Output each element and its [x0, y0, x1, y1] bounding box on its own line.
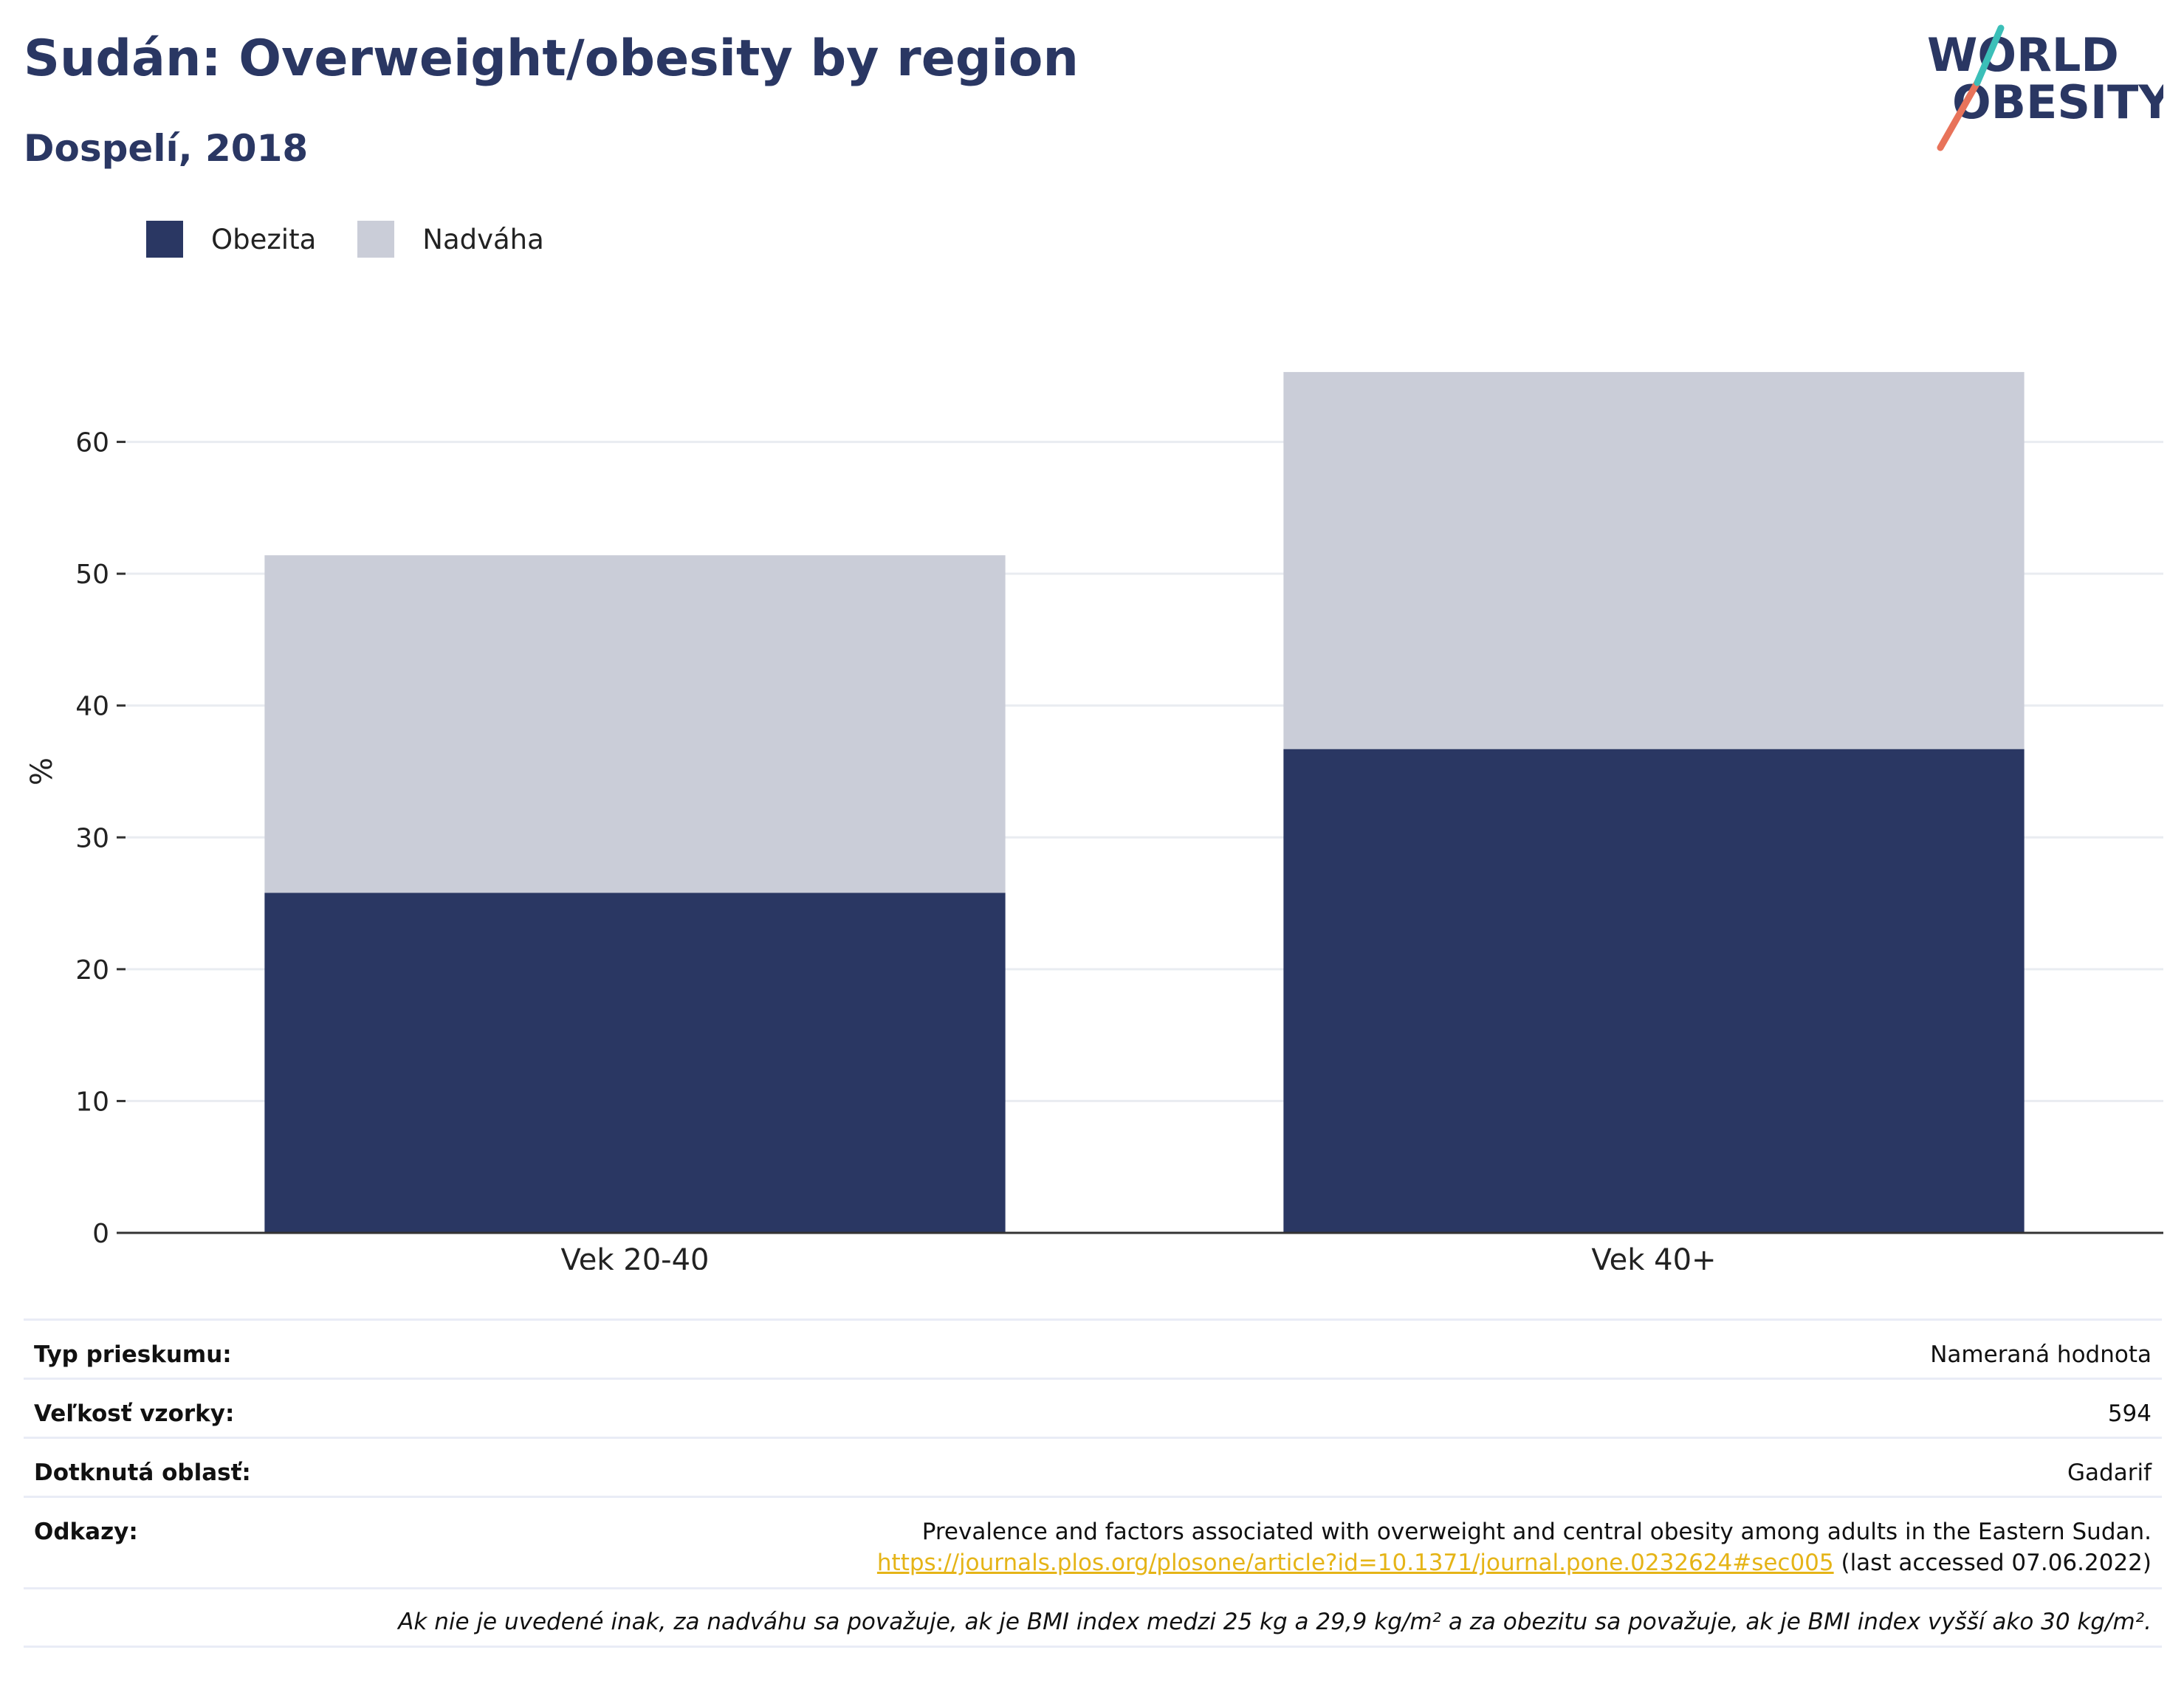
bar-segment	[1283, 749, 2025, 1233]
y-tick-label: 40	[75, 692, 109, 722]
bar-segment	[264, 555, 1006, 893]
chart-legend: Obezita Nadváha	[146, 219, 586, 260]
references-label: Odkazy:	[34, 1519, 138, 1545]
world-obesity-logo: WORLD OBESITY	[1927, 24, 2163, 151]
x-tick-label: Vek 40+	[1591, 1243, 1716, 1270]
y-axis-label: %	[25, 757, 59, 785]
sample-size-label: Veľkosť vzorky:	[34, 1400, 235, 1427]
reference-title: Prevalence and factors associated with o…	[921, 1519, 2152, 1545]
logo-text-world: WORLD	[1927, 28, 2119, 82]
reference-link-line: https://journals.plos.org/plosone/articl…	[877, 1550, 2152, 1576]
y-tick-label: 20	[75, 955, 109, 986]
page-title: Sudán: Overweight/obesity by region	[24, 30, 1079, 88]
reference-accessed: (last accessed 07.06.2022)	[1833, 1550, 2152, 1576]
bmi-definition-note: Ak nie je uvedené inak, za nadváhu sa po…	[24, 1587, 2162, 1648]
info-row-references: Odkazy: Prevalence and factors associate…	[24, 1496, 2162, 1587]
survey-info-table: Typ prieskumu: Nameraná hodnota Veľkosť …	[24, 1318, 2162, 1648]
area-label: Dotknutá oblasť:	[34, 1460, 251, 1486]
y-tick-label: 30	[75, 823, 109, 853]
logo-slash-coral	[1937, 79, 1981, 151]
bar-segment	[1283, 371, 2025, 749]
legend-label-obezita: Obezita	[211, 223, 317, 255]
legend-item-nadvaha[interactable]: Nadváha	[357, 221, 544, 258]
y-tick-label: 0	[92, 1219, 109, 1249]
logo-slash-teal	[1974, 24, 2005, 86]
info-row-area: Dotknutá oblasť: Gadarif	[24, 1437, 2162, 1496]
references-value: Prevalence and factors associated with o…	[877, 1519, 2162, 1576]
sample-size-value: 594	[2107, 1400, 2152, 1427]
y-tick-label: 10	[75, 1087, 109, 1117]
info-row-sample-size: Veľkosť vzorky: 594	[24, 1378, 2162, 1437]
x-tick-label: Vek 20-40	[561, 1243, 710, 1270]
area-value: Gadarif	[2067, 1460, 2152, 1486]
legend-label-nadvaha: Nadváha	[422, 223, 544, 255]
bar-segment	[264, 893, 1006, 1233]
logo-text-obesity: OBESITY	[1952, 75, 2163, 129]
survey-type-value: Nameraná hodnota	[1930, 1341, 2152, 1368]
legend-swatch-nadvaha	[357, 221, 395, 258]
legend-item-obezita[interactable]: Obezita	[146, 221, 316, 258]
y-tick-label: 50	[75, 560, 109, 590]
survey-type-label: Typ prieskumu:	[34, 1341, 232, 1368]
legend-swatch-obezita	[146, 221, 183, 258]
page-subtitle: Dospelí, 2018	[24, 127, 309, 170]
stacked-bar-chart: 0 10 20 30 40 50 60% Vek 20-40 Vek 40+	[25, 371, 2163, 1270]
reference-link[interactable]: https://journals.plos.org/plosone/articl…	[876, 1550, 1834, 1576]
y-tick-label: 60	[75, 428, 109, 458]
info-row-survey-type: Typ prieskumu: Nameraná hodnota	[24, 1318, 2162, 1378]
